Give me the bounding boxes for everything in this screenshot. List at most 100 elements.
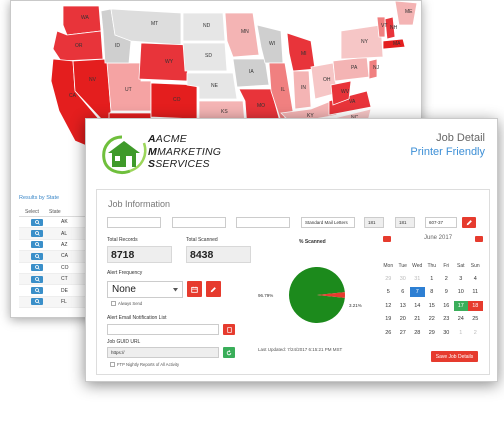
calendar-day[interactable]: 20 (399, 316, 406, 323)
map-state-wy[interactable] (138, 42, 190, 82)
job-info-title: Job Information (108, 199, 171, 209)
ftp-checkbox[interactable] (110, 362, 115, 367)
select-state-button[interactable] (31, 230, 43, 238)
calendar-day[interactable]: 1 (459, 329, 463, 336)
calendar-day[interactable]: 6 (401, 289, 405, 296)
map-state-ny[interactable] (340, 24, 384, 60)
map-state-va[interactable] (328, 90, 372, 116)
select-state-button[interactable] (31, 275, 43, 283)
state-code: CT (61, 276, 68, 283)
edit-frequency-button[interactable] (206, 281, 221, 297)
select-state-button[interactable] (31, 218, 43, 226)
calendar-day[interactable]: 18 (468, 300, 483, 311)
calendar-day[interactable]: 8 (430, 289, 434, 296)
calendar-day[interactable]: 27 (399, 329, 406, 336)
mail-type-field[interactable]: Standard Mail Letters (301, 217, 355, 228)
job-field-2[interactable] (172, 217, 226, 228)
save-job-details-button[interactable]: Save Job Details (431, 351, 478, 362)
weekday-label: Mon (383, 262, 394, 269)
map-state-nh[interactable] (384, 16, 396, 40)
results-row: CT (19, 273, 99, 286)
map-state-sd[interactable] (182, 42, 228, 72)
map-state-mt[interactable] (110, 8, 182, 46)
calendar-day[interactable]: 24 (457, 316, 464, 323)
pencil-icon (210, 286, 216, 292)
calendar-day[interactable]: 28 (414, 329, 421, 336)
map-state-mi[interactable] (286, 32, 316, 72)
calendar-day[interactable]: 26 (385, 329, 392, 336)
map-label-mn: MN (241, 29, 249, 35)
map-state-nj[interactable] (368, 58, 378, 80)
select-state-button[interactable] (31, 287, 43, 295)
map-state-ne[interactable] (186, 72, 238, 100)
calendar-day[interactable]: 7 (410, 287, 425, 298)
calendar-day[interactable]: 22 (428, 316, 435, 323)
calendar-day[interactable]: 19 (385, 316, 392, 323)
alert-frequency-select[interactable]: None (107, 281, 183, 298)
calendar-day[interactable]: 9 (444, 289, 448, 296)
results-row: AK (19, 217, 99, 229)
calendar-day[interactable]: 14 (414, 302, 421, 309)
map-label-wa: WA (81, 15, 90, 21)
calendar-day[interactable]: 12 (385, 302, 392, 309)
calendar-day[interactable]: 5 (386, 289, 390, 296)
map-state-nd[interactable] (182, 12, 226, 42)
calendar-day[interactable]: 23 (443, 316, 450, 323)
always-send-checkbox[interactable] (111, 301, 116, 306)
map-state-in[interactable] (292, 70, 312, 110)
weekday-label: Tue (398, 262, 407, 269)
pie-slice-unscanned (317, 292, 345, 298)
printer-friendly-link[interactable]: Printer Friendly (410, 146, 485, 158)
calendar-day[interactable]: 13 (399, 302, 406, 309)
calendar-week: 12 13 14 15 16 17 18 (381, 299, 483, 312)
state-code: FL (61, 298, 67, 305)
edit-job-button[interactable] (462, 217, 476, 228)
alert-email-input[interactable] (107, 324, 219, 335)
select-state-button[interactable] (31, 264, 43, 272)
map-state-me[interactable] (394, 1, 418, 26)
calendar-next-button[interactable] (475, 236, 483, 248)
map-label-mi: MI (301, 51, 307, 57)
calendar-day[interactable]: 16 (443, 302, 450, 309)
job-field-a[interactable]: 181 (364, 217, 384, 228)
calendar-day[interactable]: 29 (428, 329, 435, 336)
calendar-day[interactable]: 30 (399, 276, 406, 283)
job-field-c[interactable]: 607-37 (425, 217, 457, 228)
calendar-day[interactable]: 31 (414, 276, 421, 283)
guid-label: Job GUID URL (107, 339, 141, 345)
calendar-day[interactable]: 15 (428, 302, 435, 309)
map-state-mn[interactable] (224, 12, 260, 58)
mobile-icon (226, 326, 232, 333)
calendar-day[interactable]: 30 (443, 329, 450, 336)
calendar-day[interactable]: 1 (430, 276, 434, 283)
map-state-ia[interactable] (232, 58, 270, 88)
calendar-day[interactable]: 11 (472, 289, 479, 296)
logo-line3: SERVICES (155, 158, 210, 170)
map-state-ma[interactable] (382, 38, 406, 50)
calendar-day[interactable]: 2 (444, 276, 448, 283)
job-field-1[interactable] (107, 217, 161, 228)
calendar-day[interactable]: 29 (385, 276, 392, 283)
select-state-button[interactable] (31, 298, 43, 306)
calendar-day[interactable]: 25 (472, 316, 479, 323)
calendar-day[interactable]: 3 (459, 276, 463, 283)
calendar-day[interactable]: 2 (473, 329, 477, 336)
job-field-3[interactable] (236, 217, 290, 228)
calendar-prev-button[interactable] (383, 236, 391, 248)
weekday-label: Sun (470, 262, 480, 269)
map-label-il: IL (281, 87, 285, 93)
delete-email-button[interactable] (223, 324, 235, 335)
select-state-button[interactable] (31, 252, 43, 260)
calendar-button[interactable] (187, 281, 202, 297)
refresh-guid-button[interactable] (223, 347, 235, 358)
calendar-day[interactable]: 17 (453, 300, 468, 311)
job-field-b[interactable]: 181 (395, 217, 415, 228)
calendar-day[interactable]: 21 (414, 316, 421, 323)
map-state-wv[interactable] (330, 80, 352, 106)
map-state-vt[interactable] (376, 16, 386, 38)
calendar-day[interactable]: 10 (457, 289, 464, 296)
scanned-pie-chart (289, 267, 345, 323)
guid-input[interactable]: https:// (107, 347, 219, 358)
select-state-button[interactable] (31, 241, 43, 249)
calendar-day[interactable]: 4 (473, 276, 477, 283)
